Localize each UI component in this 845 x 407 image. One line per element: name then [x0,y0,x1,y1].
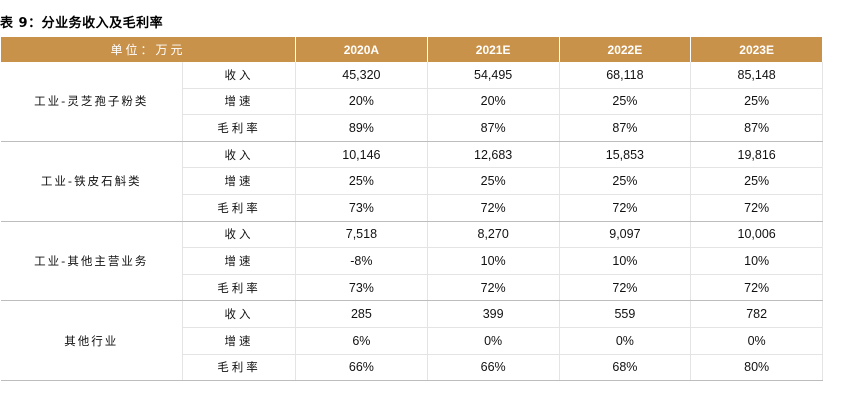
metric-label: 毛利率 [181,194,297,222]
metric-label: 收入 [181,62,297,89]
value-cell: 0% [427,327,560,355]
value-cell: 25% [295,167,428,195]
value-cell: 89% [295,114,428,142]
year-header: 2021E [426,37,560,62]
value-cell: 85,148 [690,62,824,89]
table-row: 工业-灵芝孢子粉类 收入 45,320 54,495 68,118 85,148 [0,62,824,142]
table-caption: 表 9：分业务收入及毛利率 [0,16,164,31]
value-cell: 66% [295,354,428,382]
metric-label: 增速 [181,327,297,355]
segment-name: 工业-灵芝孢子粉类 [0,62,183,142]
value-cell: 68,118 [559,62,692,89]
segment-name: 工业-铁皮石斛类 [0,141,183,222]
value-cell: 20% [427,88,560,116]
value-cell: 72% [427,274,560,302]
table-row: 毛利率 73% 72% 72% 72% [1,274,824,302]
value-cell: 10,146 [295,141,428,169]
table-row: 毛利率 73% 72% 72% 72% [1,194,824,222]
metric-label: 增速 [181,247,297,275]
value-cell: 7,518 [295,221,428,249]
value-cell: 0% [559,327,692,355]
table-row: 增速 25% 25% 25% 25% [1,167,824,195]
table-row: 毛利率 66% 66% 68% 80% [1,354,824,382]
metric-label: 收入 [181,221,297,249]
value-cell: 45,320 [295,62,428,89]
value-cell: 73% [295,194,428,222]
metric-label: 收入 [181,141,297,169]
value-cell: 80% [690,354,824,382]
table-row: 增速 6% 0% 0% 0% [1,327,824,355]
value-cell: 25% [559,167,692,195]
value-cell: 15,853 [559,141,692,169]
metric-label: 毛利率 [181,274,297,302]
value-cell: 10% [427,247,560,275]
value-cell: 25% [690,167,824,195]
metric-label: 收入 [181,300,297,328]
metric-label: 毛利率 [181,354,297,382]
value-cell: 285 [295,300,428,328]
table-header-row: 单位：万元 2020A 2021E 2022E 2023E [0,37,824,62]
table-row: 增速 20% 20% 25% 25% [1,88,824,116]
unit-header: 单位：万元 [0,37,297,62]
table-row: 工业-铁皮石斛类 收入 10,146 12,683 15,853 19,816 [0,141,824,222]
table-row: 毛利率 89% 87% 87% 87% [1,114,824,142]
value-cell: 559 [559,300,692,328]
year-header: 2022E [558,37,692,62]
value-cell: 25% [559,88,692,116]
value-cell: 72% [690,194,824,222]
metric-label: 增速 [181,88,297,116]
value-cell: 10% [690,247,824,275]
segment-revenue-table: 单位：万元 2020A 2021E 2022E 2023E 工业-灵芝孢子粉类收… [0,37,824,382]
year-header: 2020A [295,37,428,62]
value-cell: 10,006 [690,221,824,249]
value-cell: 25% [427,167,560,195]
value-cell: 25% [690,88,824,116]
value-cell: 20% [295,88,428,116]
table-body: 工业-灵芝孢子粉类 收入 45,320 54,495 68,118 85,148 增速 20%… [0,62,824,382]
value-cell: 72% [559,194,692,222]
value-cell: 73% [295,274,428,302]
value-cell: 6% [295,327,428,355]
value-cell: 66% [427,354,560,382]
value-cell: 782 [690,300,824,328]
value-cell: 87% [559,114,692,142]
segment-name: 工业-其他主营业务 [0,221,183,302]
value-cell: 399 [427,300,560,328]
table-row: 其他行业 收入 285 399 559 782 [0,300,824,382]
metric-label: 增速 [181,167,297,195]
value-cell: 72% [690,274,824,302]
value-cell: 0% [690,327,824,355]
value-cell: -8% [295,247,428,275]
metric-label: 毛利率 [181,114,297,142]
value-cell: 72% [559,274,692,302]
segment-name: 其他行业 [0,300,183,382]
value-cell: 87% [427,114,560,142]
value-cell: 54,495 [427,62,560,89]
table-row: 工业-其他主营业务 收入 7,518 8,270 9,097 10,006 [0,221,824,302]
value-cell: 9,097 [559,221,692,249]
value-cell: 12,683 [427,141,560,169]
value-cell: 87% [690,114,824,142]
value-cell: 8,270 [427,221,560,249]
table-row: 增速 -8% 10% 10% 10% [1,247,824,275]
value-cell: 19,816 [690,141,824,169]
value-cell: 10% [559,247,692,275]
value-cell: 68% [559,354,692,382]
value-cell: 72% [427,194,560,222]
year-header: 2023E [690,37,824,62]
